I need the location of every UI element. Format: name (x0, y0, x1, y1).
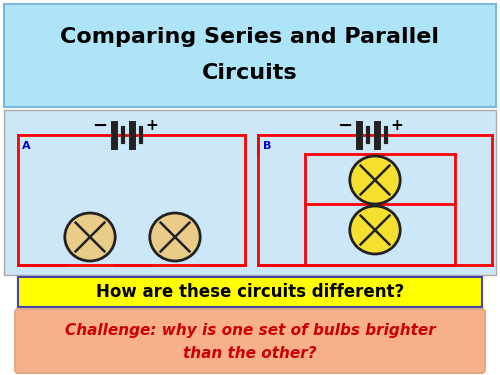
Text: A: A (22, 141, 30, 151)
Text: +: + (390, 118, 404, 134)
Ellipse shape (350, 156, 400, 204)
Text: Circuits: Circuits (202, 63, 298, 83)
Text: How are these circuits different?: How are these circuits different? (96, 283, 404, 301)
Text: Challenge: why is one set of bulbs brighter: Challenge: why is one set of bulbs brigh… (64, 324, 436, 339)
FancyBboxPatch shape (15, 309, 485, 373)
Ellipse shape (150, 213, 200, 261)
Text: than the other?: than the other? (183, 345, 317, 360)
Bar (4, 110, 496, 275)
FancyBboxPatch shape (18, 277, 482, 307)
FancyBboxPatch shape (4, 4, 496, 107)
Ellipse shape (65, 213, 115, 261)
Text: B: B (263, 141, 272, 151)
Ellipse shape (350, 206, 400, 254)
Text: +: + (146, 118, 158, 134)
Text: −: − (92, 117, 108, 135)
Text: Comparing Series and Parallel: Comparing Series and Parallel (60, 27, 440, 47)
Text: −: − (338, 117, 352, 135)
